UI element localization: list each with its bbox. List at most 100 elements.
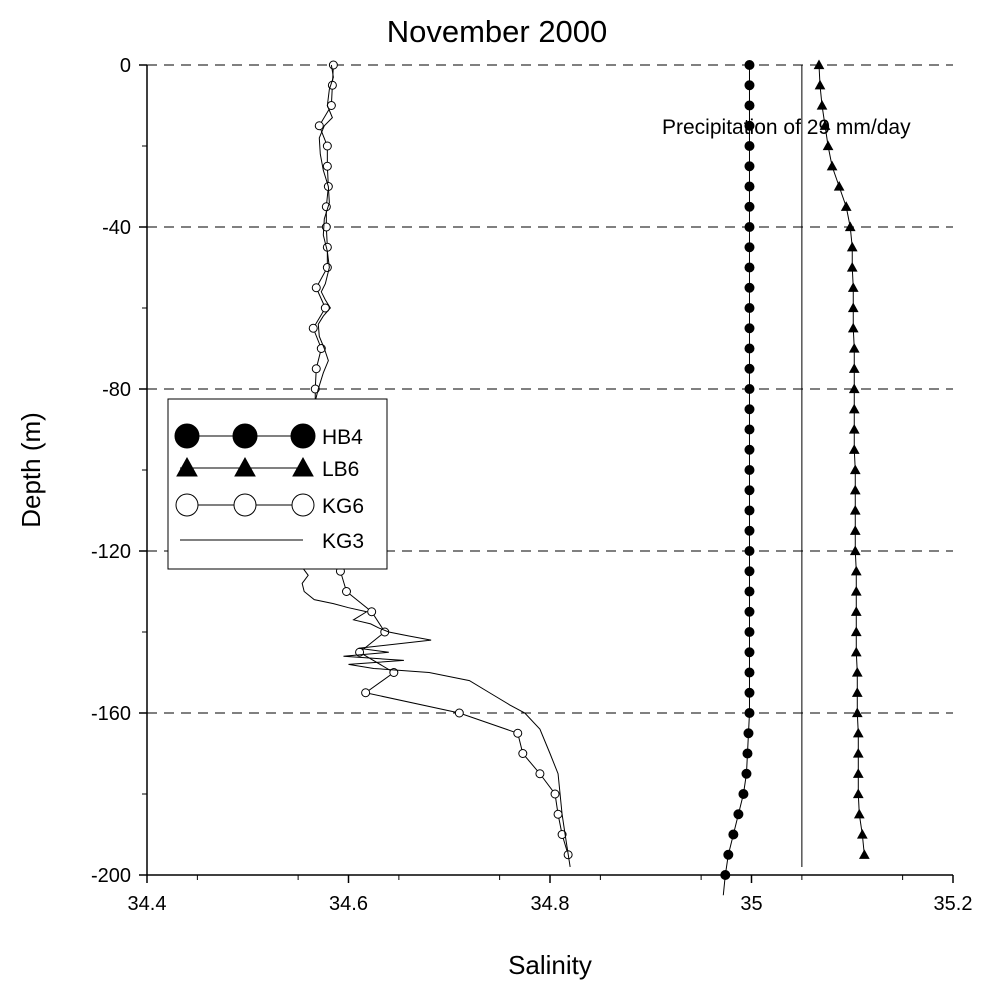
legend-marker xyxy=(292,456,314,477)
data-point xyxy=(813,59,825,70)
data-point xyxy=(852,768,864,778)
data-point xyxy=(744,343,755,354)
data-point xyxy=(744,242,755,253)
data-point xyxy=(744,363,755,374)
data-point xyxy=(822,140,834,151)
data-point xyxy=(744,384,755,394)
data-point xyxy=(744,60,755,70)
x-tick-label: 34.6 xyxy=(329,893,368,915)
data-point xyxy=(858,849,870,859)
data-point xyxy=(851,707,863,718)
data-point xyxy=(848,444,860,454)
x-tick-label: 35.2 xyxy=(934,893,973,915)
legend-marker xyxy=(233,493,257,517)
legend-marker xyxy=(174,423,200,449)
y-tick-label: -120 xyxy=(91,541,131,563)
chart-title: November 2000 xyxy=(387,14,608,49)
data-point xyxy=(844,221,856,232)
data-point xyxy=(513,728,523,738)
data-point xyxy=(744,606,755,617)
data-point xyxy=(744,444,755,455)
data-point xyxy=(744,120,755,131)
data-point xyxy=(454,708,464,718)
legend-box xyxy=(167,398,388,570)
data-point xyxy=(744,505,755,516)
y-tick-label: 0 xyxy=(120,55,131,77)
data-point xyxy=(308,323,318,333)
data-point xyxy=(826,160,838,171)
data-point xyxy=(320,303,330,313)
data-point xyxy=(361,688,371,698)
data-point xyxy=(744,708,755,718)
legend-marker xyxy=(232,423,258,449)
data-point xyxy=(833,180,845,191)
data-point xyxy=(744,465,755,475)
data-point xyxy=(744,323,755,334)
data-point xyxy=(852,747,864,758)
data-point xyxy=(744,303,755,313)
data-point xyxy=(311,283,321,293)
data-point xyxy=(733,809,744,820)
data-point xyxy=(728,829,739,840)
y-tick-label: -200 xyxy=(91,865,131,887)
x-axis-label: Salinity xyxy=(508,950,592,980)
data-point xyxy=(738,789,749,799)
data-point xyxy=(341,587,351,596)
legend-marker xyxy=(175,493,199,517)
data-point xyxy=(328,60,338,70)
data-point xyxy=(314,121,324,131)
legend-marker xyxy=(234,456,256,477)
legend-label: HB4 xyxy=(322,426,363,449)
data-point xyxy=(322,263,332,272)
y-tick-label: -40 xyxy=(102,217,131,239)
data-point xyxy=(518,749,528,758)
data-point xyxy=(322,161,332,171)
data-point xyxy=(849,525,861,535)
data-point xyxy=(744,647,755,658)
data-point xyxy=(849,484,861,495)
data-point xyxy=(744,181,755,192)
y-tick-label: -160 xyxy=(91,703,131,725)
data-point xyxy=(848,363,860,373)
data-point xyxy=(744,404,755,415)
data-point xyxy=(849,545,861,556)
data-point xyxy=(851,666,863,677)
data-point xyxy=(850,585,862,596)
data-point xyxy=(557,830,567,839)
data-point xyxy=(852,727,864,738)
data-point xyxy=(852,788,864,799)
x-tick-label: 34.4 xyxy=(128,893,167,915)
data-point xyxy=(853,808,865,819)
legend-marker xyxy=(291,493,315,517)
data-point xyxy=(848,423,860,434)
legend-marker xyxy=(176,456,198,477)
data-point xyxy=(322,141,332,151)
data-point xyxy=(744,566,755,577)
data-point xyxy=(744,222,755,232)
data-point xyxy=(744,161,755,172)
data-point xyxy=(846,241,858,252)
data-point xyxy=(723,849,734,860)
data-point xyxy=(851,687,863,697)
y-tick-label: -80 xyxy=(102,379,131,401)
legend-marker xyxy=(290,423,316,449)
data-point xyxy=(744,667,755,678)
data-point xyxy=(742,748,753,759)
data-point xyxy=(850,626,862,637)
legend-item-kg6: KG6 xyxy=(175,493,364,518)
data-point xyxy=(840,201,852,211)
legend-item-kg3: KG3 xyxy=(180,530,364,553)
axis-ticks: 0 -40 -80 -120 -160 -200 34.4 34.6 34.8 35 35.2 xyxy=(91,55,973,915)
data-point xyxy=(744,424,755,435)
data-point xyxy=(847,282,859,292)
data-point xyxy=(846,261,858,272)
data-point xyxy=(744,100,755,111)
data-point xyxy=(310,384,320,394)
data-point xyxy=(744,525,755,536)
series-line xyxy=(818,64,865,855)
legend: HB4 LB6 KG6 KG3 xyxy=(167,398,388,570)
data-point xyxy=(849,504,861,515)
legend-label: KG6 xyxy=(322,495,364,518)
data-point xyxy=(744,586,755,597)
